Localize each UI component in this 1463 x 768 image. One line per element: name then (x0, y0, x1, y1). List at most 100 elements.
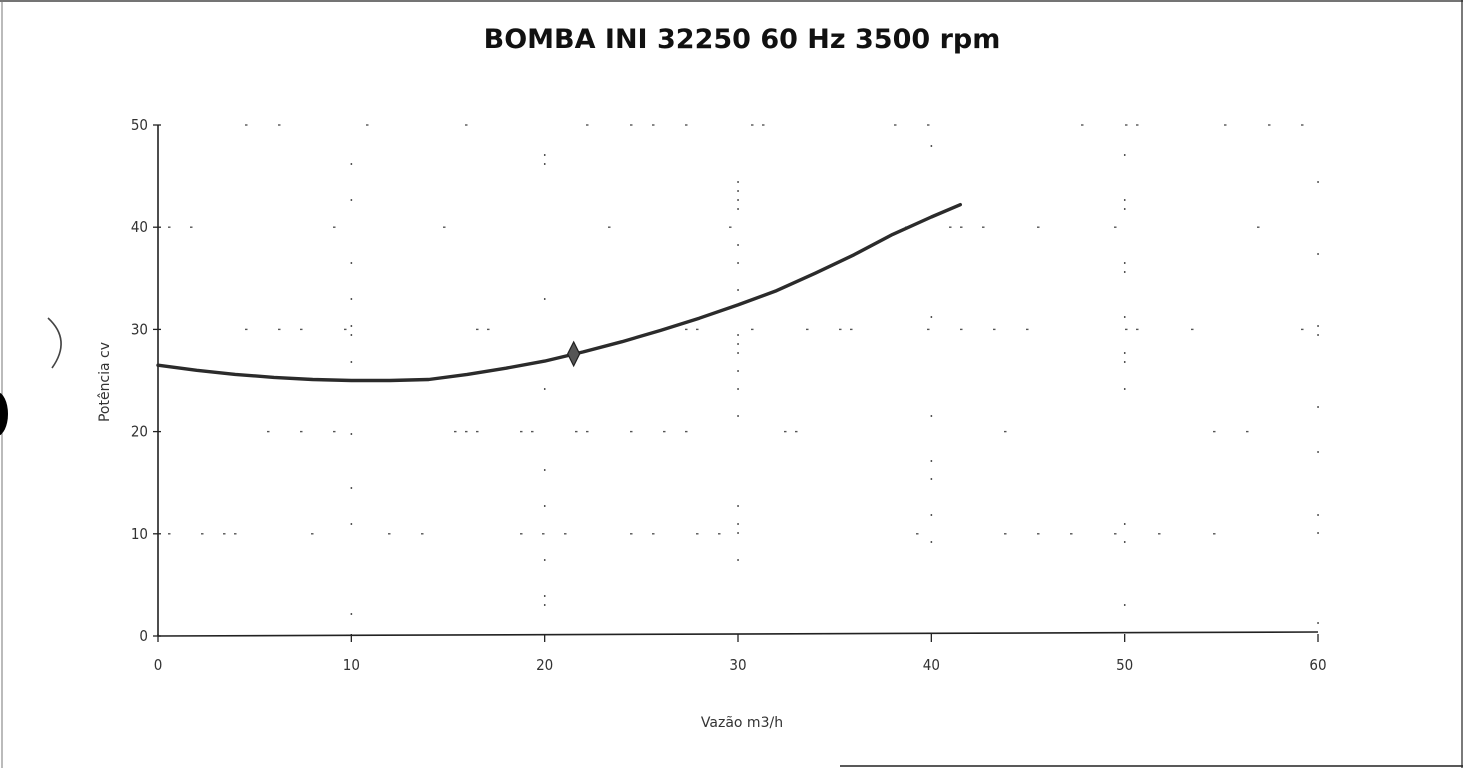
grid-dot (1317, 253, 1319, 255)
grid-dot (930, 460, 933, 462)
grid-dot (1123, 199, 1126, 201)
grid-dot (543, 604, 546, 606)
grid-dot (333, 226, 336, 228)
grid-dot (1123, 541, 1126, 543)
grid-dot (350, 262, 353, 264)
grid-dot (1123, 604, 1126, 606)
grid-dot (930, 316, 933, 318)
grid-dot (542, 533, 545, 535)
grid-dot (784, 430, 787, 433)
grid-dot (350, 163, 353, 165)
grid-dot (543, 595, 546, 597)
grid-dot (1317, 622, 1319, 624)
grid-dot (737, 289, 739, 291)
grid-dot (737, 415, 739, 417)
grid-dot (652, 533, 655, 535)
scan-artifact (47, 317, 62, 369)
grid-dot (543, 505, 546, 507)
grid-dot (1123, 271, 1126, 273)
grid-dot (1123, 316, 1126, 318)
grid-dot (245, 328, 248, 331)
grid-dot (234, 533, 237, 535)
grid-dot (543, 469, 546, 471)
grid-dot (737, 208, 739, 210)
grid-dot (543, 388, 546, 390)
grid-dot (737, 388, 739, 390)
grid-dot (300, 430, 303, 433)
grid-dot (350, 199, 353, 201)
grid-dot (245, 124, 248, 126)
grid-dot (960, 328, 963, 331)
y-tick-label-50: 50 (131, 116, 148, 134)
grid-dot (350, 487, 353, 489)
grid-dot (737, 334, 739, 336)
operating-point-marker (566, 340, 581, 368)
grid-dot (718, 533, 721, 535)
grid-dot (737, 559, 739, 561)
grid-dot (960, 226, 963, 228)
grid-dot (543, 298, 546, 300)
grid-dot (608, 226, 611, 228)
grid-dot (930, 541, 933, 543)
grid-dot (839, 328, 842, 331)
x-axis-ticks: 0 10 20 30 40 50 60 (154, 634, 1327, 674)
grid-dot (421, 533, 424, 535)
chart-title: BOMBA INI 32250 60 Hz 3500 rpm (484, 24, 1001, 55)
grid-dot (465, 124, 468, 126)
grid-dot (1246, 430, 1249, 433)
grid-dot (1081, 124, 1084, 126)
grid-dot (267, 430, 270, 433)
grid-dot (696, 328, 699, 331)
grid-dot (543, 163, 546, 165)
grid-dot (1070, 533, 1073, 535)
grid-dot (1317, 334, 1319, 336)
grid-dot (350, 433, 353, 435)
grid-dot (737, 370, 739, 372)
grid-dot (168, 533, 171, 535)
grid-dot (543, 154, 546, 156)
grid-dot (223, 533, 226, 535)
grid-dot (487, 328, 490, 331)
grid-dot (737, 343, 739, 345)
grid-dot (1136, 124, 1139, 126)
grid-dot (333, 430, 336, 433)
grid-dot (685, 430, 688, 433)
grid-dot (949, 226, 952, 228)
grid-dot (737, 262, 739, 264)
grid-dot (1213, 533, 1216, 535)
grid-dot (1257, 226, 1260, 228)
grid-dot (685, 328, 688, 331)
grid-dot (543, 559, 546, 561)
grid-dot (1123, 262, 1126, 264)
grid-dot (737, 190, 739, 192)
grid-dot (520, 430, 523, 433)
grid-dot (1114, 226, 1117, 228)
grid-dot (350, 325, 353, 327)
grid-dot (1037, 533, 1040, 535)
y-tick-label-10: 10 (131, 525, 148, 543)
grid-dot (1317, 514, 1319, 516)
grid-dot (630, 430, 633, 433)
grid-dot (685, 124, 688, 126)
grid-dot (1317, 451, 1319, 453)
grid-dot (1037, 226, 1040, 228)
grid-dot (190, 226, 193, 228)
grid-dot (350, 298, 353, 300)
grid-dot (982, 226, 985, 228)
grid-dot (350, 613, 353, 615)
grid-dot (894, 124, 897, 126)
grid-dot (168, 226, 171, 228)
grid-dot (1123, 352, 1126, 354)
x-tick-label-10: 10 (343, 656, 360, 674)
grid-dot (663, 430, 666, 433)
grid-dot (1123, 361, 1126, 363)
grid-dot (930, 478, 933, 480)
grid-dot (927, 328, 930, 331)
grid-dot (630, 124, 633, 126)
grid-dot (1136, 328, 1139, 331)
x-tick-label-60: 60 (1309, 656, 1326, 674)
grid-dot (1004, 430, 1007, 433)
grid-dot (1317, 532, 1319, 534)
